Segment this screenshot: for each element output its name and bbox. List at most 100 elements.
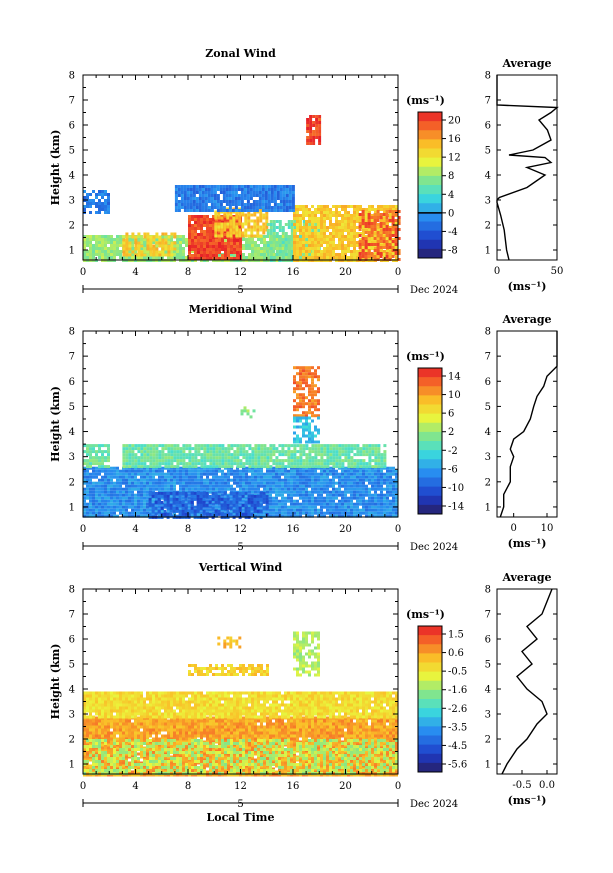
heatmap-cell: [385, 213, 389, 216]
heatmap-cell: [83, 208, 86, 211]
heatmap-cell: [140, 238, 143, 241]
heatmap-cell: [267, 191, 271, 194]
heatmap-cell: [155, 444, 159, 448]
heatmap-cell: [230, 248, 233, 251]
heatmap-cell: [228, 206, 232, 209]
heatmap-cell: [344, 214, 347, 217]
heatmap-cell: [320, 496, 323, 500]
heatmap-cell: [189, 200, 193, 203]
heatmap-cell: [287, 250, 291, 253]
heatmap-cell: [282, 200, 286, 203]
heatmap-cell: [143, 511, 146, 515]
heatmap-cell: [158, 253, 162, 257]
heatmap-cell: [350, 472, 353, 476]
heatmap-cell: [98, 199, 101, 202]
heatmap-cell: [230, 447, 234, 451]
heatmap-cell: [359, 220, 362, 223]
heatmap-cell: [146, 490, 149, 494]
heatmap-cell: [164, 475, 167, 479]
heatmap-cell: [215, 462, 219, 466]
heatmap-cell: [259, 210, 263, 214]
heatmap-cell: [259, 491, 263, 495]
heatmap-cell: [329, 247, 332, 250]
heatmap-cell: [350, 238, 353, 241]
heatmap-cell: [249, 197, 253, 200]
heatmap-cell: [302, 235, 305, 238]
heatmap-cell: [116, 238, 119, 241]
heatmap-cell: [245, 487, 248, 491]
heatmap-cell: [226, 506, 230, 510]
heatmap-cell: [356, 253, 359, 256]
heatmap-cell: [167, 241, 170, 244]
heatmap-cell: [269, 469, 272, 473]
heatmap-cell: [394, 219, 398, 222]
heatmap-cell: [365, 250, 368, 253]
heatmap-cell: [202, 509, 206, 513]
heatmap-cell: [263, 250, 266, 253]
heatmap-cell: [281, 241, 285, 244]
heatmap-cell: [119, 478, 122, 482]
heatmap-cell: [236, 450, 240, 454]
heatmap-cell: [224, 251, 227, 254]
heatmap-cell: [302, 229, 305, 232]
heatmap-cell: [146, 238, 150, 242]
heatmap-cell: [361, 213, 365, 216]
heatmap-cell: [179, 484, 182, 488]
heatmap-cell: [236, 254, 239, 257]
heatmap-cell: [341, 466, 344, 470]
heatmap-cell: [281, 478, 284, 482]
heatmap-cell: [296, 244, 299, 247]
heatmap-cell: [194, 224, 197, 227]
heatmap-cell: [341, 238, 344, 241]
heatmap-cell: [95, 466, 98, 470]
heatmap-cell: [332, 472, 335, 476]
heatmap-cell: [329, 490, 332, 494]
heatmap-cell: [201, 209, 205, 212]
heatmap-cell: [263, 456, 267, 460]
heatmap-cell: [311, 490, 314, 494]
heatmap-cell: [254, 487, 257, 491]
heatmap-cell: [263, 459, 267, 463]
heatmap-cell: [264, 209, 268, 212]
heatmap-cell: [98, 490, 101, 494]
heatmap-cell: [83, 250, 86, 253]
heatmap-cell: [101, 238, 104, 241]
heatmap-cell: [282, 188, 286, 191]
heatmap-cell: [167, 508, 170, 512]
heatmap-cell: [186, 188, 190, 191]
heatmap-cell: [107, 238, 110, 241]
heatmap-cell: [247, 506, 251, 510]
heatmap-cell: [272, 244, 275, 247]
heatmap-cell: [255, 188, 259, 191]
heatmap-cell: [179, 450, 183, 454]
heatmap-cell: [190, 494, 194, 498]
heatmap-cell: [128, 472, 131, 476]
heatmap-cell: [152, 465, 156, 469]
meridional-heatmap: [83, 366, 398, 519]
heatmap-cell: [338, 220, 341, 223]
heatmap-cell: [273, 203, 277, 206]
heatmap-cell: [232, 497, 236, 501]
heatmap-cell: [308, 481, 311, 485]
heatmap-cell: [252, 200, 256, 203]
heatmap-cell: [290, 256, 294, 259]
heatmap-cell: [221, 450, 225, 454]
heatmap-cell: [374, 208, 377, 211]
heatmap-cell: [122, 444, 126, 448]
heatmap-cell: [143, 478, 146, 482]
heatmap-cell: [388, 243, 392, 246]
heatmap-cell: [244, 509, 248, 513]
heatmap-cell: [290, 511, 293, 515]
heatmap-cell: [248, 469, 251, 473]
heatmap-cell: [308, 502, 311, 506]
heatmap-cell: [323, 499, 326, 503]
heatmap-cell: [149, 508, 152, 512]
heatmap-cell: [137, 466, 140, 470]
heatmap-cell: [190, 497, 194, 501]
heatmap-cell: [220, 228, 224, 232]
heatmap-cell: [86, 487, 89, 491]
heatmap-cell: [214, 228, 218, 232]
heatmap-cell: [269, 453, 273, 457]
heatmap-cell: [379, 237, 383, 240]
heatmap-cell: [155, 472, 158, 476]
